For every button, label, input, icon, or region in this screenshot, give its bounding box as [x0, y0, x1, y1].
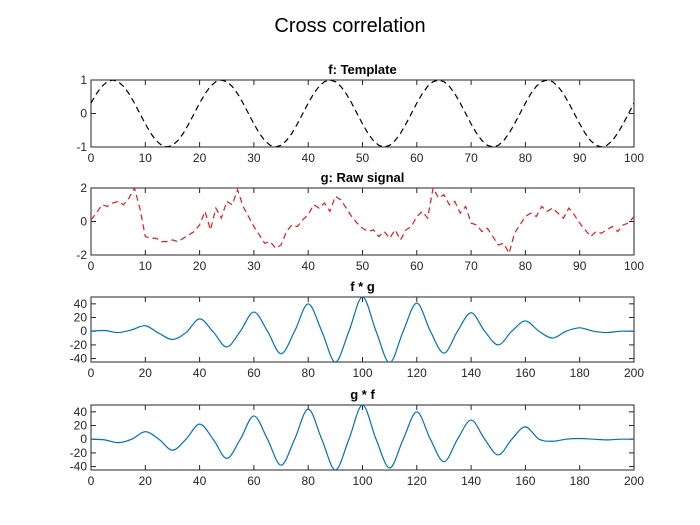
axes-title-g-star-f: g * f [350, 387, 375, 402]
x-tick-label-f-star-g: 40 [193, 366, 207, 380]
x-tick-label-g-star-f: 0 [88, 474, 95, 488]
x-tick-label-g-star-f: 140 [461, 474, 481, 488]
x-tick-label-raw-signal: 100 [624, 259, 644, 273]
x-tick-label-g-star-f: 160 [515, 474, 535, 488]
axes-g-star-f: g * f0 20 40 60 80 100 120 140 160 180 200-40-2002… [70, 387, 645, 488]
x-tick-label-f-star-g: 120 [407, 366, 427, 380]
y-tick-label-g-star-f: 0 [80, 432, 87, 446]
x-tick-label-template: 10 [139, 151, 153, 165]
series-line-f-star-g [91, 297, 634, 362]
x-tick-label-f-star-g: 60 [247, 366, 261, 380]
axes-title-raw-signal: g: Raw signal [321, 170, 405, 185]
x-tick-label-g-star-f: 180 [570, 474, 590, 488]
axes-box-raw-signal [90, 187, 635, 256]
series-line-g-star-f [91, 405, 634, 470]
x-tick-label-raw-signal: 10 [139, 259, 153, 273]
figure-title: Cross correlation [274, 15, 425, 37]
y-tick-label-raw-signal: -2 [76, 248, 87, 262]
y-tick-label-f-star-g: -20 [70, 338, 88, 352]
axes-f-star-g: f * g0 20 40 60 80 100 120 140 160 180 200-40-2002… [70, 279, 645, 380]
x-tick-label-template: 0 [88, 151, 95, 165]
x-tick-label-f-star-g: 80 [302, 366, 316, 380]
x-tick-label-raw-signal: 40 [302, 259, 316, 273]
y-tick-label-template: 1 [80, 73, 87, 87]
x-tick-label-template: 30 [247, 151, 261, 165]
x-tick-label-raw-signal: 60 [410, 259, 424, 273]
x-tick-label-f-star-g: 100 [352, 366, 372, 380]
axes-box-template [90, 79, 635, 148]
y-tick-label-template: 0 [80, 107, 87, 121]
x-tick-label-template: 90 [573, 151, 587, 165]
x-tick-label-template: 60 [410, 151, 424, 165]
x-tick-label-f-star-g: 200 [624, 366, 644, 380]
x-tick-label-g-star-f: 200 [624, 474, 644, 488]
x-tick-label-template: 50 [356, 151, 370, 165]
series-line-raw-signal [91, 188, 634, 255]
y-tick-label-g-star-f: 20 [74, 419, 88, 433]
y-tick-label-f-star-g: 0 [80, 324, 87, 338]
y-tick-label-f-star-g: 40 [74, 297, 88, 311]
x-tick-label-raw-signal: 80 [519, 259, 533, 273]
y-tick-label-g-star-f: -40 [70, 460, 88, 474]
axes-title-f-star-g: f * g [350, 279, 375, 294]
x-tick-label-g-star-f: 120 [407, 474, 427, 488]
y-tick-label-g-star-f: -20 [70, 446, 88, 460]
y-tick-label-g-star-f: 40 [74, 405, 88, 419]
axes-box-g-star-f [90, 404, 635, 471]
x-tick-label-g-star-f: 100 [352, 474, 372, 488]
x-tick-label-g-star-f: 60 [247, 474, 261, 488]
x-tick-label-template: 20 [193, 151, 207, 165]
y-tick-label-template: -1 [76, 140, 87, 154]
x-tick-label-template: 40 [302, 151, 316, 165]
x-tick-label-g-star-f: 40 [193, 474, 207, 488]
axes-box-f-star-g [90, 296, 635, 363]
y-tick-label-raw-signal: 2 [80, 181, 87, 195]
x-tick-label-raw-signal: 50 [356, 259, 370, 273]
x-tick-label-f-star-g: 0 [88, 366, 95, 380]
y-tick-label-f-star-g: -40 [70, 352, 88, 366]
x-tick-label-f-star-g: 160 [515, 366, 535, 380]
x-tick-label-template: 70 [464, 151, 478, 165]
x-tick-label-g-star-f: 80 [302, 474, 316, 488]
x-tick-label-raw-signal: 20 [193, 259, 207, 273]
x-tick-label-template: 80 [519, 151, 533, 165]
x-tick-label-f-star-g: 20 [139, 366, 153, 380]
x-tick-label-g-star-f: 20 [139, 474, 153, 488]
x-tick-label-raw-signal: 30 [247, 259, 261, 273]
series-line-template [91, 80, 634, 147]
x-tick-label-f-star-g: 140 [461, 366, 481, 380]
x-tick-label-template: 100 [624, 151, 644, 165]
y-tick-label-raw-signal: 0 [80, 215, 87, 229]
x-tick-label-raw-signal: 70 [464, 259, 478, 273]
x-tick-label-f-star-g: 180 [570, 366, 590, 380]
axes-title-template: f: Template [328, 62, 396, 77]
y-tick-label-f-star-g: 20 [74, 311, 88, 325]
x-tick-label-raw-signal: 0 [88, 259, 95, 273]
x-tick-label-raw-signal: 90 [573, 259, 587, 273]
